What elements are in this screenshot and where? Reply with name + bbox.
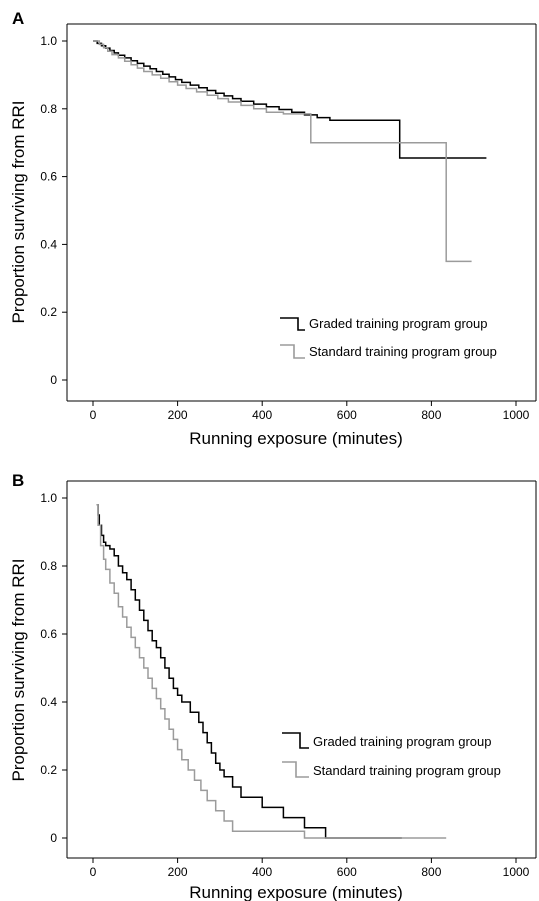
panel-a: A 0 200 400 600 800 1000 0 0.2 0.4 0.6 0.8 1.0 Runn… [9,9,537,448]
panel-b-y-tick-label-2: 0.4 [40,695,57,709]
panel-b-y-tick-label-1: 0.2 [40,763,57,777]
panel-a-x-tick-label-1: 200 [168,408,188,422]
panel-a-x-axis-title: Running exposure (minutes) [189,429,403,448]
panel-b: B 0 200 400 600 800 1000 0 0.2 0.4 0.6 0.8 1.0 Runn… [9,471,537,901]
panel-a-series-standard-line [93,40,472,263]
panel-a-y-tick-label-2: 0.4 [40,237,57,251]
panel-a-y-tick-label-3: 0.6 [40,170,57,184]
panel-a-y-tick-label-4: 0.8 [40,102,57,116]
panel-a-x-tick-label-3: 600 [337,408,357,422]
panel-a-legend-label-standard: Standard training program group [309,344,497,359]
panel-b-legend-label-graded: Graded training program group [313,734,492,749]
panel-a-series [93,40,487,263]
panel-b-x-tick-label-3: 600 [337,865,357,879]
panel-a-x-tick-label-2: 400 [252,408,272,422]
panel-a-x-tick-label-5: 1000 [503,408,530,422]
panel-a-series-graded-line [93,40,487,159]
panel-a-y-tick-label-0: 0 [50,373,57,387]
panel-a-legend-swatch-standard [280,344,305,359]
panel-b-series [96,504,447,839]
panel-a-y-axis-title: Proportion surviving from RRI [9,101,28,324]
panel-b-x-axis-title: Running exposure (minutes) [189,883,403,901]
panel-a-letter: A [12,9,24,28]
panel-b-x-tick-label-1: 200 [168,865,188,879]
panel-b-y-tick-label-3: 0.6 [40,627,57,641]
panel-b-letter: B [12,471,24,490]
panel-b-x-tick-label-0: 0 [90,865,97,879]
panel-b-y-tick-label-5: 1.0 [40,491,57,505]
panel-a-y-tick-label-1: 0.2 [40,305,57,319]
panel-a-x-tick-label-0: 0 [90,408,97,422]
panel-a-x-tick-label-4: 800 [421,408,441,422]
panel-a-y-tick-label-5: 1.0 [40,34,57,48]
panel-a-legend-label-graded: Graded training program group [309,316,488,331]
panel-b-legend-swatch-graded [282,732,309,749]
panel-b-series-standard-line [96,504,447,839]
panel-b-y-axis-title: Proportion surviving from RRI [9,559,28,782]
panel-a-legend-swatch-graded [280,317,305,331]
panel-b-x-tick-label-2: 400 [252,865,272,879]
panel-a-legend: Graded training program group Standard t… [280,316,497,359]
panel-b-x-tick-label-4: 800 [421,865,441,879]
panel-b-legend: Graded training program group Standard t… [282,732,501,778]
panel-a-ticks: 0 200 400 600 800 1000 0 0.2 0.4 0.6 0.8 1.0 [40,34,529,422]
panel-b-x-tick-label-5: 1000 [503,865,530,879]
panel-b-legend-swatch-standard [282,761,309,778]
panel-b-ticks: 0 200 400 600 800 1000 0 0.2 0.4 0.6 0.8 1.0 [40,491,529,879]
panel-b-series-graded-line [97,504,402,839]
panel-b-legend-label-standard: Standard training program group [313,763,501,778]
panel-b-y-tick-label-4: 0.8 [40,559,57,573]
panel-b-y-tick-label-0: 0 [50,831,57,845]
